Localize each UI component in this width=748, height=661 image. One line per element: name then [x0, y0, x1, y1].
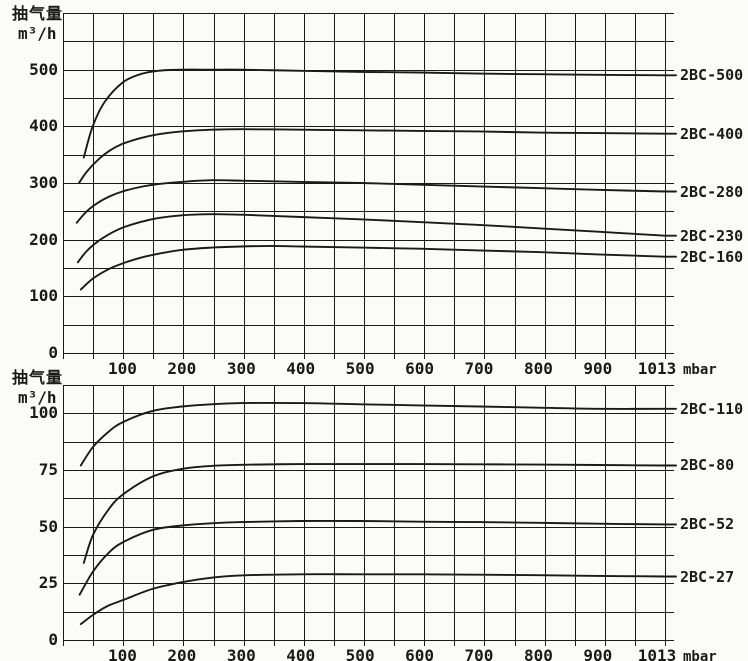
curve-2BC-500 [82, 68, 677, 159]
x-tick-label-100: 100 [107, 359, 137, 378]
curve-2BC-52 [78, 519, 677, 596]
y-tick-label-300: 300 [29, 173, 58, 192]
series-label-2BC-280: 2BC-280 [680, 182, 744, 201]
series-label-2BC-110: 2BC-110 [680, 399, 744, 418]
curve-2BC-110 [79, 402, 677, 467]
x-tick-label-300: 300 [226, 646, 256, 661]
x-tick-label-100: 100 [107, 646, 137, 661]
x-tick-label-300: 300 [226, 359, 256, 378]
y-axis-title-bottom: 抽气量 m³/h [12, 368, 63, 408]
x-tick-label-400: 400 [286, 646, 316, 661]
y-axis-title-bottom-unit: m³/h [18, 388, 57, 407]
series-label-2BC-27: 2BC-27 [680, 567, 735, 586]
y-tick-label-100: 100 [29, 403, 58, 423]
x-tick-label-700: 700 [464, 646, 494, 661]
x-tick-label-600: 600 [405, 359, 435, 378]
x-tick-label-800: 800 [523, 646, 553, 661]
y-axis-title-bottom-cjk: 抽气量 [12, 368, 64, 387]
curve-2BC-27 [79, 573, 677, 626]
x-axis-unit: mbar [683, 362, 717, 378]
series-label-2BC-52: 2BC-52 [680, 515, 735, 534]
curve-2BC-80 [82, 463, 677, 564]
y-tick-label-25: 25 [38, 573, 58, 593]
x-tick-label-900: 900 [583, 646, 613, 661]
chart-canvas-top [63, 13, 677, 359]
x-tick-label-600: 600 [405, 646, 435, 661]
x-tick-label-200: 200 [167, 646, 197, 661]
x-tick-label-1013: 1013 [637, 359, 677, 378]
curve-2BC-280 [75, 179, 677, 224]
y-tick-label-50: 50 [38, 516, 58, 536]
y-tick-label-400: 400 [29, 116, 58, 136]
curve-2BC-230 [76, 213, 677, 264]
series-label-2BC-500: 2BC-500 [680, 66, 744, 85]
y-axis-title-top-unit: m³/h [18, 24, 57, 43]
x-tick-label-400: 400 [286, 359, 316, 378]
series-label-2BC-160: 2BC-160 [680, 247, 744, 266]
x-tick-label-800: 800 [523, 359, 553, 378]
x-tick-label-500: 500 [345, 646, 375, 661]
y-tick-label-75: 75 [38, 460, 58, 479]
series-label-2BC-400: 2BC-400 [680, 124, 744, 143]
x-tick-label-700: 700 [464, 359, 494, 378]
curve-2BC-400 [78, 128, 677, 184]
y-tick-label-0: 0 [48, 343, 58, 362]
y-tick-label-200: 200 [29, 229, 58, 249]
x-tick-label-1013: 1013 [637, 646, 677, 661]
y-tick-label-500: 500 [29, 59, 58, 79]
series-label-2BC-230: 2BC-230 [680, 226, 744, 245]
y-axis-title-top-cjk: 抽气量 [12, 4, 64, 23]
series-label-2BC-80: 2BC-80 [680, 456, 735, 475]
x-axis-unit: mbar [683, 649, 717, 661]
chart-canvas-bottom [63, 385, 677, 646]
x-tick-label-200: 200 [167, 359, 197, 378]
curve-2BC-160 [79, 244, 677, 291]
x-tick-label-500: 500 [345, 359, 375, 378]
y-tick-label-100: 100 [29, 286, 58, 306]
y-axis-title-top: 抽气量 m³/h [12, 4, 63, 44]
x-tick-label-900: 900 [583, 359, 613, 378]
y-tick-label-0: 0 [48, 630, 58, 649]
